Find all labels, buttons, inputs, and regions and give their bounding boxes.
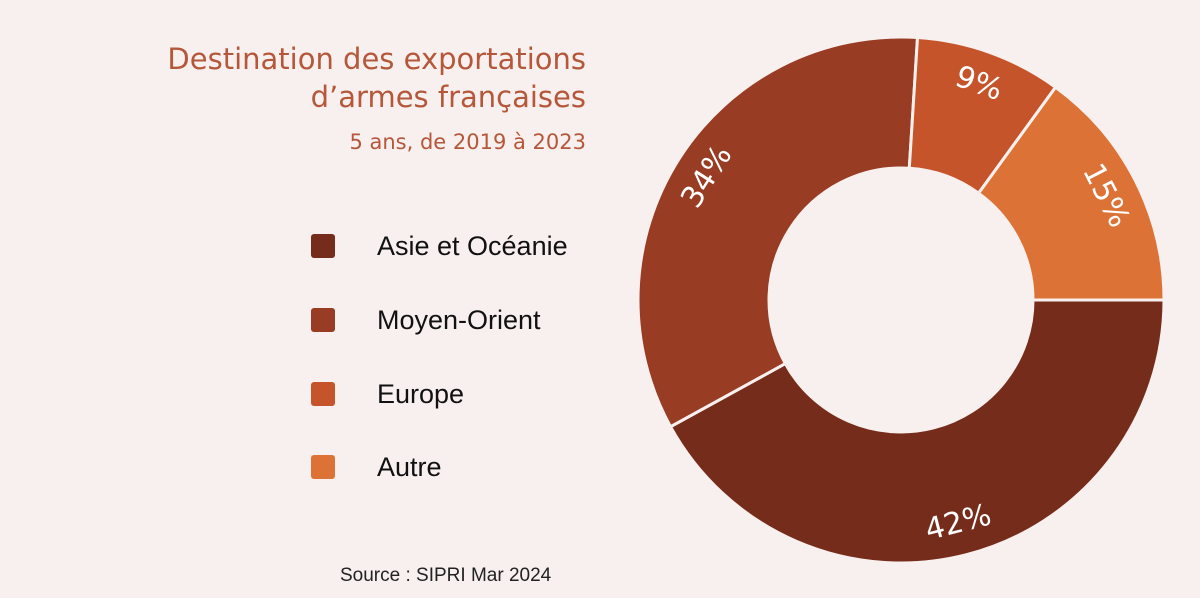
legend-swatch: [311, 382, 335, 406]
donut-slice-4: [976, 85, 1166, 302]
donut-slice-1: [668, 298, 1166, 565]
donut-slice-2: [636, 35, 920, 429]
chart-title-line-1: Destination des exportations: [167, 42, 586, 76]
legend-label: Moyen-Orient: [377, 305, 541, 335]
legend-item: Europe: [311, 381, 464, 408]
legend-swatch: [311, 455, 335, 479]
chart-title-line-2: d’armes françaises: [310, 80, 586, 114]
legend-swatch: [311, 308, 335, 332]
legend-item: Autre: [311, 454, 442, 481]
legend-label: Asie et Océanie: [377, 231, 568, 261]
source-note: Source : SIPRI Mar 2024: [340, 565, 552, 586]
legend-swatch: [311, 234, 335, 258]
legend-label: Autre: [377, 452, 442, 482]
legend-label: Europe: [377, 379, 465, 409]
chart-subtitle: 5 ans, de 2019 à 2023: [349, 130, 586, 154]
legend-item: Moyen-Orient: [311, 307, 541, 334]
legend-item: Asie et Océanie: [311, 233, 568, 260]
